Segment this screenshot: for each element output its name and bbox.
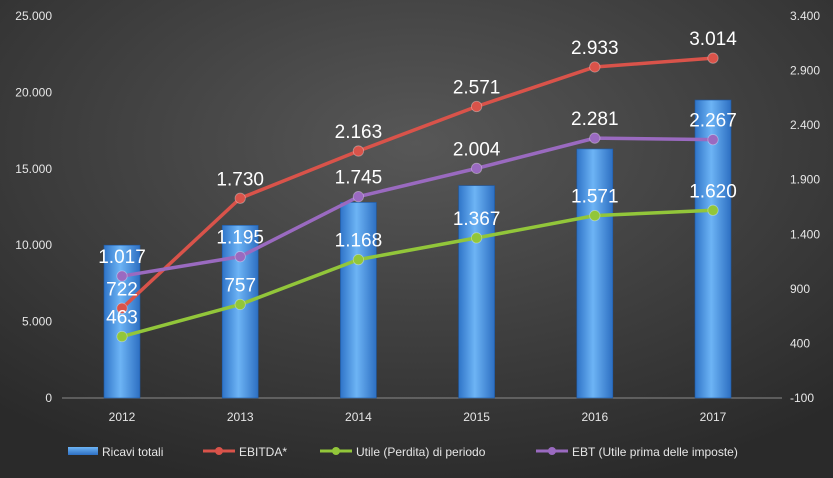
- series-point: [352, 191, 364, 203]
- legend-swatch-marker: [215, 447, 223, 455]
- data-label: 463: [106, 308, 138, 329]
- bar-ricavi-totali: [340, 202, 377, 399]
- y-left-tick-label: 10.000: [15, 238, 52, 252]
- data-label: 1.195: [216, 228, 264, 249]
- series-line: [120, 136, 715, 278]
- series-point: [352, 145, 364, 157]
- data-label: 722: [106, 279, 138, 300]
- y-right-tick-label: 3.400: [790, 9, 820, 23]
- x-tick-label: 2015: [463, 410, 490, 424]
- legend-label: Utile (Perdita) di periodo: [356, 445, 486, 459]
- legend-label: EBITDA*: [239, 445, 287, 459]
- y-left-tick-label: 25.000: [15, 9, 52, 23]
- series-point: [707, 52, 719, 64]
- bar-ricavi-totali: [694, 99, 732, 399]
- legend-label: EBT (Utile prima delle imposte): [572, 445, 738, 459]
- bar-ricavi-totali: [458, 185, 495, 399]
- y-right-tick-label: -100: [790, 391, 814, 405]
- series-point: [589, 210, 601, 222]
- series-point: [589, 132, 601, 144]
- series-point: [116, 302, 128, 314]
- series-line: [120, 208, 715, 339]
- x-tick-label: 2016: [581, 410, 608, 424]
- data-label: 1.745: [335, 168, 383, 189]
- series-point: [116, 270, 128, 282]
- y-right-tick-label: 2.900: [790, 64, 820, 78]
- legend-swatch-marker: [548, 447, 556, 455]
- data-label: 2.267: [689, 111, 737, 132]
- x-tick-label: 2017: [700, 410, 727, 424]
- data-label: 757: [224, 275, 256, 296]
- data-label: 3.014: [689, 29, 737, 50]
- data-label: 1.367: [453, 209, 501, 230]
- y-right-tick-label: 1.400: [790, 227, 820, 241]
- y-right-tick-label: 1.900: [790, 173, 820, 187]
- series-point: [707, 134, 719, 146]
- y-left-tick-label: 0: [45, 391, 52, 405]
- legend-swatch-marker: [332, 447, 340, 455]
- x-tick-label: 2014: [345, 410, 372, 424]
- legend-swatch-bar: [68, 447, 98, 455]
- data-label: 2.933: [571, 38, 619, 59]
- series-point: [707, 204, 719, 216]
- series-point: [116, 330, 128, 343]
- y-right-tick-label: 2.400: [790, 118, 820, 132]
- series-point: [234, 251, 246, 263]
- data-label: 1.620: [689, 181, 737, 202]
- data-label: 1.017: [98, 247, 146, 268]
- series-point: [589, 61, 601, 73]
- data-label: 2.163: [335, 122, 383, 143]
- y-left-tick-label: 5.000: [22, 315, 52, 329]
- y-left-tick-label: 20.000: [15, 85, 52, 99]
- y-right-tick-label: 900: [790, 282, 810, 296]
- x-tick-label: 2013: [227, 410, 254, 424]
- bar-ricavi-totali: [103, 244, 141, 399]
- series-point: [352, 254, 364, 266]
- data-label: 1.730: [216, 169, 264, 190]
- y-left-tick-label: 15.000: [15, 162, 52, 176]
- data-label: 1.571: [571, 187, 619, 208]
- x-tick-label: 2012: [109, 410, 136, 424]
- series-point: [470, 100, 483, 113]
- data-label: 1.168: [335, 231, 383, 252]
- data-label: 2.004: [453, 139, 501, 160]
- series-point: [234, 192, 246, 204]
- series-point: [470, 232, 483, 244]
- data-label: 2.571: [453, 77, 501, 98]
- y-right-tick-label: 400: [790, 336, 810, 350]
- series-line: [120, 56, 715, 311]
- data-label: 2.281: [571, 109, 619, 130]
- series-point: [234, 298, 246, 311]
- series-point: [470, 162, 483, 174]
- bar-ricavi-totali: [576, 148, 614, 399]
- legend-label: Ricavi totali: [102, 445, 163, 459]
